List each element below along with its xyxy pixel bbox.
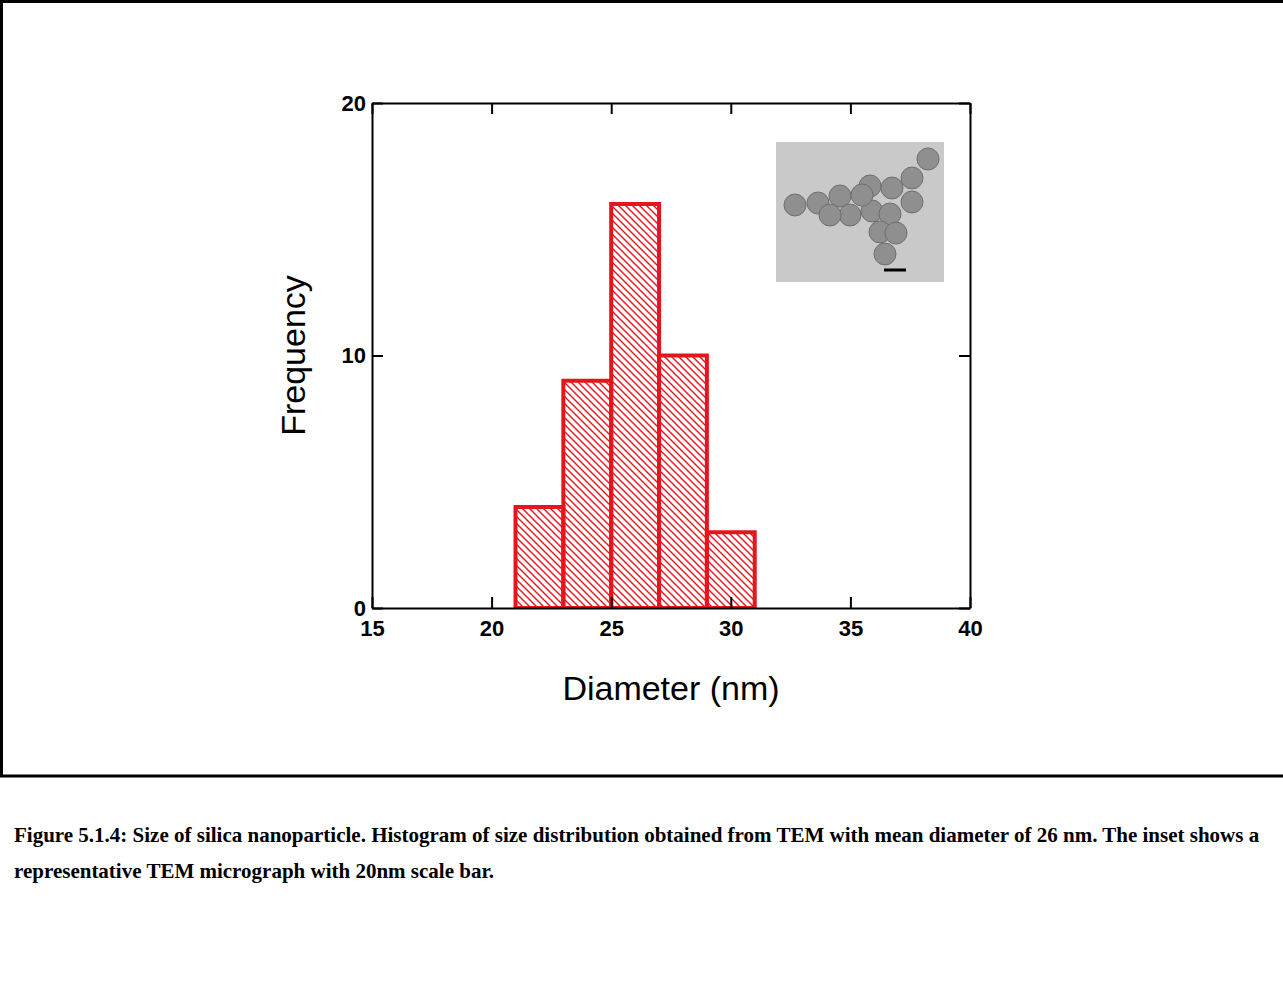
particle [881,177,903,199]
figure-frame [0,0,1283,776]
x-axis: 152025303540 [360,597,982,641]
tick-label: 20 [342,91,366,116]
tick-label: 20 [480,616,504,641]
tick-mark [959,608,970,610]
x-axis-title: Diameter (nm) [562,669,779,707]
tick [611,103,612,114]
tick-mark [959,103,970,105]
particle [829,185,851,207]
caption: Figure 5.1.4: Size of silica nanoparticl… [14,823,1260,883]
tick: 20 [480,597,504,641]
y-axis: 0 10 20 [342,91,383,621]
particle [901,191,923,213]
tick-label: 25 [599,616,623,641]
tick-label: 30 [719,616,743,641]
tick-mark [491,103,493,114]
tick-mark [850,103,852,114]
tick [959,356,970,357]
bar [563,381,611,608]
axis-line [373,103,971,105]
tick: 0 [354,596,383,621]
tick [959,608,970,609]
tick-label: 35 [839,616,863,641]
particle [839,204,861,226]
tick [850,103,851,114]
tick: 30 [719,597,743,641]
chart: 15202530354001020Diameter (nm)FrequencyF… [0,0,1283,990]
y-axis-title: Frequency [274,275,312,436]
bars [516,204,755,608]
frame-left [0,0,3,776]
inset-micrograph [776,142,944,282]
bar [516,507,564,608]
bar [659,356,707,609]
tick-mark [730,103,732,114]
particle [885,222,907,244]
tick-mark [850,597,852,608]
tick: 20 [342,91,383,116]
particle [784,194,806,216]
tick-label: 0 [354,596,366,621]
tick: 35 [839,597,863,641]
tick-mark [730,597,732,608]
tick-label: 40 [958,616,982,641]
tick-mark [372,608,383,610]
tick-mark [959,355,970,357]
frame-top [0,0,1283,3]
tick-mark [611,597,613,608]
tick: 25 [599,597,623,641]
tick-mark [372,355,383,357]
scale-bar [884,269,906,272]
tick-label: 10 [342,343,366,368]
tick-mark [491,597,493,608]
particle [819,204,841,226]
x-axis-top [373,103,971,114]
bar [611,204,659,608]
tick-mark [611,103,613,114]
tick-mark [372,103,383,105]
particle [917,148,939,170]
tick: 10 [342,343,383,368]
particle [901,167,923,189]
y-axis-right [959,104,971,609]
tick [959,103,970,104]
axis-line [373,608,971,610]
particle [851,184,873,206]
tick [492,103,493,114]
particle [874,243,896,265]
frame-divider [0,775,1283,778]
tick [731,103,732,114]
bar [707,532,755,608]
inset-background [776,142,944,282]
